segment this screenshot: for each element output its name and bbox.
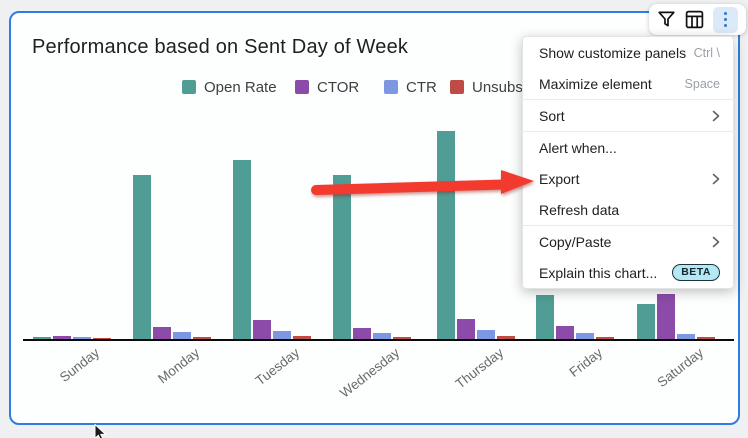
bar-sunday-unsubscribe[interactable] <box>93 338 111 339</box>
bar-monday-unsubscribe[interactable] <box>193 337 211 339</box>
menu-item-label: Copy/Paste <box>539 233 612 250</box>
legend-item-open-rate[interactable]: Open Rate <box>182 78 277 96</box>
chevron-right-icon <box>712 236 720 247</box>
menu-item-label: Export <box>539 170 580 187</box>
legend-item-ctor[interactable]: CTOR <box>295 78 360 96</box>
legend-label: CTR <box>406 78 437 96</box>
menu-item-label: Show customize panels <box>539 44 687 61</box>
bar-monday-ctr[interactable] <box>173 332 191 339</box>
menu-item-export[interactable]: Export <box>523 163 733 194</box>
chart-title: Performance based on Sent Day of Week <box>32 36 409 58</box>
menu-item-explain-this-chart[interactable]: Explain this chart... BETA <box>523 257 733 288</box>
bar-thursday-unsubscribe[interactable] <box>497 336 515 339</box>
beta-badge: BETA <box>672 264 720 281</box>
menu-divider <box>523 131 733 132</box>
menu-item-sort[interactable]: Sort <box>523 100 733 131</box>
table-icon[interactable] <box>685 10 704 29</box>
legend-swatch <box>384 80 398 94</box>
bar-wednesday-open-rate[interactable] <box>333 175 351 339</box>
menu-item-label: Alert when... <box>539 139 617 156</box>
chevron-right-icon <box>712 110 720 121</box>
menu-divider <box>523 225 733 226</box>
bar-wednesday-ctr[interactable] <box>373 333 391 339</box>
menu-item-refresh-data[interactable]: Refresh data <box>523 194 733 225</box>
chevron-right-icon <box>712 173 720 184</box>
bar-friday-ctr[interactable] <box>576 333 594 339</box>
bar-friday-open-rate[interactable] <box>536 295 554 339</box>
bar-sunday-open-rate[interactable] <box>33 337 51 339</box>
menu-item-show-customize-panels[interactable]: Show customize panels Ctrl \ <box>523 37 733 68</box>
legend-swatch <box>450 80 464 94</box>
mouse-cursor <box>94 424 107 438</box>
bar-friday-ctor[interactable] <box>556 326 574 339</box>
bar-monday-open-rate[interactable] <box>133 175 151 339</box>
menu-divider <box>523 99 733 100</box>
bar-wednesday-ctor[interactable] <box>353 328 371 339</box>
legend-swatch <box>182 80 196 94</box>
bar-tuesday-ctr[interactable] <box>273 331 291 339</box>
legend-label: Open Rate <box>204 78 277 96</box>
bar-thursday-ctr[interactable] <box>477 330 495 339</box>
bar-tuesday-open-rate[interactable] <box>233 160 251 339</box>
menu-item-maximize-element[interactable]: Maximize element Space <box>523 68 733 99</box>
bar-sunday-ctr[interactable] <box>73 337 91 339</box>
legend-label: CTOR <box>317 78 360 96</box>
more-options-icon[interactable] <box>713 6 738 33</box>
menu-item-label: Refresh data <box>539 201 620 218</box>
bar-monday-ctor[interactable] <box>153 327 171 339</box>
bar-saturday-ctor[interactable] <box>657 294 675 339</box>
menu-item-copy-paste[interactable]: Copy/Paste <box>523 226 733 257</box>
legend-item-ctr[interactable]: CTR <box>384 78 437 96</box>
context-menu: Show customize panels Ctrl \ Maximize elem… <box>522 36 734 289</box>
x-axis-line <box>23 339 734 341</box>
bar-sunday-ctor[interactable] <box>53 336 71 339</box>
card-toolbar <box>649 4 746 35</box>
menu-item-label: Sort <box>539 107 565 124</box>
menu-item-label: Explain this chart... <box>539 264 658 281</box>
menu-shortcut: Ctrl \ <box>693 45 720 60</box>
menu-item-label: Maximize element <box>539 75 652 92</box>
bar-thursday-open-rate[interactable] <box>437 131 455 339</box>
legend-swatch <box>295 80 309 94</box>
filter-icon[interactable] <box>657 10 676 29</box>
bar-saturday-unsubscribe[interactable] <box>697 337 715 339</box>
bar-saturday-open-rate[interactable] <box>637 304 655 339</box>
bar-tuesday-ctor[interactable] <box>253 320 271 339</box>
bar-tuesday-unsubscribe[interactable] <box>293 336 311 339</box>
menu-shortcut: Space <box>684 76 720 91</box>
bar-friday-unsubscribe[interactable] <box>596 337 614 339</box>
bar-wednesday-unsubscribe[interactable] <box>393 337 411 339</box>
bar-saturday-ctr[interactable] <box>677 334 695 339</box>
bar-thursday-ctor[interactable] <box>457 319 475 339</box>
menu-item-alert-when[interactable]: Alert when... <box>523 132 733 163</box>
